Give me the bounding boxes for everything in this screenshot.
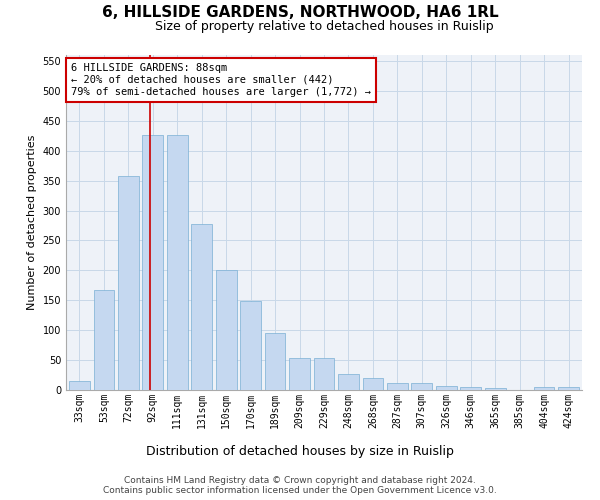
Title: Size of property relative to detached houses in Ruislip: Size of property relative to detached ho… <box>155 20 493 33</box>
Bar <box>412 383 432 390</box>
Bar <box>216 270 236 390</box>
Bar <box>240 302 261 390</box>
Bar <box>118 176 139 390</box>
Bar <box>142 134 163 390</box>
Bar <box>167 134 188 390</box>
Bar <box>289 358 310 390</box>
Bar <box>460 387 481 390</box>
Text: 6, HILLSIDE GARDENS, NORTHWOOD, HA6 1RL: 6, HILLSIDE GARDENS, NORTHWOOD, HA6 1RL <box>101 5 499 20</box>
Text: Contains HM Land Registry data © Crown copyright and database right 2024.
Contai: Contains HM Land Registry data © Crown c… <box>103 476 497 495</box>
Bar <box>362 378 383 390</box>
Bar <box>387 383 408 390</box>
Bar <box>265 332 286 390</box>
Bar <box>69 381 90 390</box>
Text: 6 HILLSIDE GARDENS: 88sqm
← 20% of detached houses are smaller (442)
79% of semi: 6 HILLSIDE GARDENS: 88sqm ← 20% of detac… <box>71 64 371 96</box>
Bar <box>558 387 579 390</box>
Bar <box>436 386 457 390</box>
Bar <box>94 290 114 390</box>
Y-axis label: Number of detached properties: Number of detached properties <box>27 135 37 310</box>
Bar <box>534 387 554 390</box>
Bar <box>191 224 212 390</box>
Bar <box>314 358 334 390</box>
Bar <box>338 374 359 390</box>
Text: Distribution of detached houses by size in Ruislip: Distribution of detached houses by size … <box>146 444 454 458</box>
Bar <box>485 388 506 390</box>
